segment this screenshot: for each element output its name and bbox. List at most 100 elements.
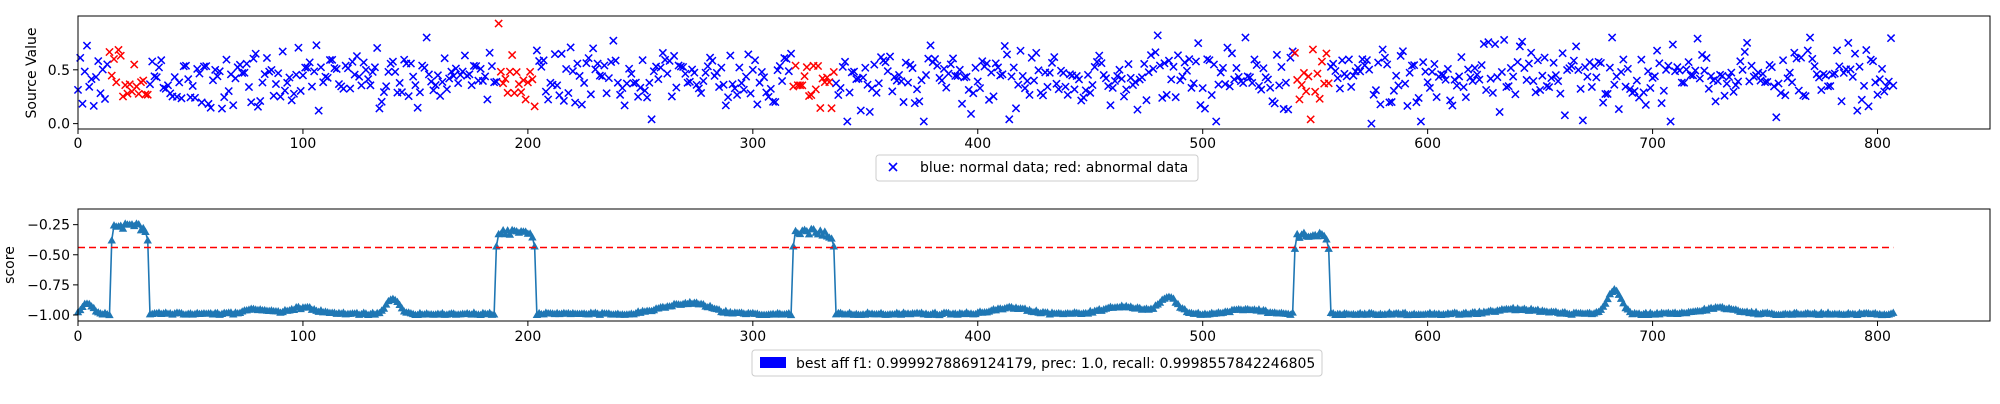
top-y-axis-label: Source Value bbox=[24, 28, 40, 119]
normal-point bbox=[993, 63, 1003, 72]
normal-point bbox=[267, 65, 276, 75]
normal-point bbox=[1758, 69, 1767, 78]
normal-point bbox=[1574, 65, 1583, 75]
normal-point bbox=[175, 78, 184, 87]
normal-point bbox=[1079, 93, 1088, 102]
normal-point bbox=[1652, 46, 1662, 55]
normal-point bbox=[1108, 83, 1117, 93]
normal-point bbox=[1610, 80, 1619, 89]
normal-point bbox=[1034, 66, 1043, 75]
bottom-x-tick-label: 300 bbox=[739, 329, 766, 345]
normal-point bbox=[1578, 116, 1587, 125]
normal-point bbox=[312, 41, 321, 50]
top-x-tick-label: 0 bbox=[74, 136, 83, 152]
normal-point bbox=[157, 56, 166, 65]
normal-point bbox=[1835, 62, 1844, 71]
score-point bbox=[528, 233, 537, 241]
normal-point bbox=[1180, 58, 1189, 67]
normal-point bbox=[1252, 60, 1261, 70]
abnormal-point bbox=[795, 81, 805, 90]
normal-point bbox=[1151, 48, 1160, 57]
normal-point bbox=[1115, 65, 1124, 74]
normal-point bbox=[579, 78, 589, 88]
normal-point bbox=[748, 65, 757, 74]
normal-point bbox=[1661, 65, 1671, 74]
top-x-tick-label: 400 bbox=[964, 136, 991, 152]
normal-point bbox=[723, 93, 733, 102]
bottom-x-tick-label: 500 bbox=[1189, 329, 1216, 345]
normal-point bbox=[1639, 88, 1648, 97]
normal-point bbox=[1005, 115, 1014, 124]
legend-marker-x-icon bbox=[888, 162, 898, 172]
abnormal-point bbox=[813, 61, 823, 71]
normal-point bbox=[406, 59, 416, 68]
normal-point bbox=[1380, 53, 1390, 62]
normal-point bbox=[1009, 63, 1018, 72]
normal-point bbox=[96, 89, 105, 98]
normal-point bbox=[481, 72, 490, 81]
score-point bbox=[134, 220, 143, 228]
normal-point bbox=[1227, 49, 1237, 58]
normal-point bbox=[620, 101, 629, 110]
normal-point bbox=[440, 54, 449, 63]
normal-point bbox=[1810, 62, 1819, 71]
normal-point bbox=[852, 74, 861, 84]
normal-point bbox=[1450, 75, 1459, 84]
normal-point bbox=[1423, 78, 1432, 87]
normal-point bbox=[1122, 85, 1131, 94]
normal-point bbox=[645, 78, 654, 87]
normal-point bbox=[654, 75, 663, 84]
normal-point bbox=[1200, 104, 1210, 113]
normal-point bbox=[321, 72, 330, 81]
abnormal-point bbox=[143, 90, 152, 99]
normal-point bbox=[669, 51, 679, 61]
normal-point bbox=[1760, 78, 1770, 87]
normal-point bbox=[211, 65, 220, 74]
normal-point bbox=[1664, 61, 1673, 70]
normal-point bbox=[595, 71, 604, 80]
abnormal-point bbox=[112, 78, 121, 87]
top-plot-frame bbox=[77, 15, 1991, 130]
normal-point bbox=[933, 61, 942, 70]
normal-point bbox=[1504, 82, 1513, 91]
normal-point bbox=[1234, 72, 1243, 82]
normal-point bbox=[148, 57, 157, 66]
abnormal-point bbox=[807, 90, 816, 100]
normal-point bbox=[487, 61, 497, 71]
abnormal-point bbox=[1306, 115, 1315, 124]
normal-point bbox=[1335, 84, 1345, 93]
score-point bbox=[143, 236, 152, 244]
top-scatter-panel: 0 100 200 300 400 500 600 700 800 0.0 0.5 Source … bbox=[24, 15, 1991, 182]
normal-point bbox=[1774, 79, 1783, 88]
normal-point bbox=[296, 86, 305, 96]
abnormal-point bbox=[512, 67, 521, 77]
normal-point bbox=[1621, 82, 1630, 91]
normal-point bbox=[930, 54, 940, 64]
normal-point bbox=[1011, 104, 1021, 113]
normal-point bbox=[307, 82, 317, 91]
normal-point bbox=[1605, 63, 1614, 72]
normal-point bbox=[150, 72, 159, 81]
abnormal-point bbox=[130, 60, 139, 69]
top-x-tick-label: 300 bbox=[739, 136, 766, 152]
normal-point bbox=[1508, 72, 1518, 81]
normal-point bbox=[690, 68, 699, 77]
normal-point bbox=[753, 100, 762, 109]
normal-point bbox=[1263, 75, 1273, 84]
normal-point bbox=[552, 81, 562, 90]
normal-point bbox=[89, 101, 98, 111]
normal-point bbox=[1700, 66, 1709, 75]
normal-point bbox=[1490, 39, 1500, 49]
normal-point bbox=[352, 51, 362, 61]
normal-point bbox=[339, 84, 348, 93]
normal-point bbox=[1727, 68, 1736, 77]
normal-point bbox=[447, 67, 456, 76]
normal-point bbox=[1868, 57, 1878, 66]
normal-point bbox=[409, 72, 418, 81]
normal-point bbox=[1646, 83, 1655, 93]
normal-point bbox=[609, 36, 618, 45]
normal-point bbox=[1677, 78, 1686, 87]
normal-point bbox=[91, 72, 101, 82]
normal-point bbox=[564, 88, 573, 98]
bottom-x-tick-label: 400 bbox=[964, 329, 991, 345]
